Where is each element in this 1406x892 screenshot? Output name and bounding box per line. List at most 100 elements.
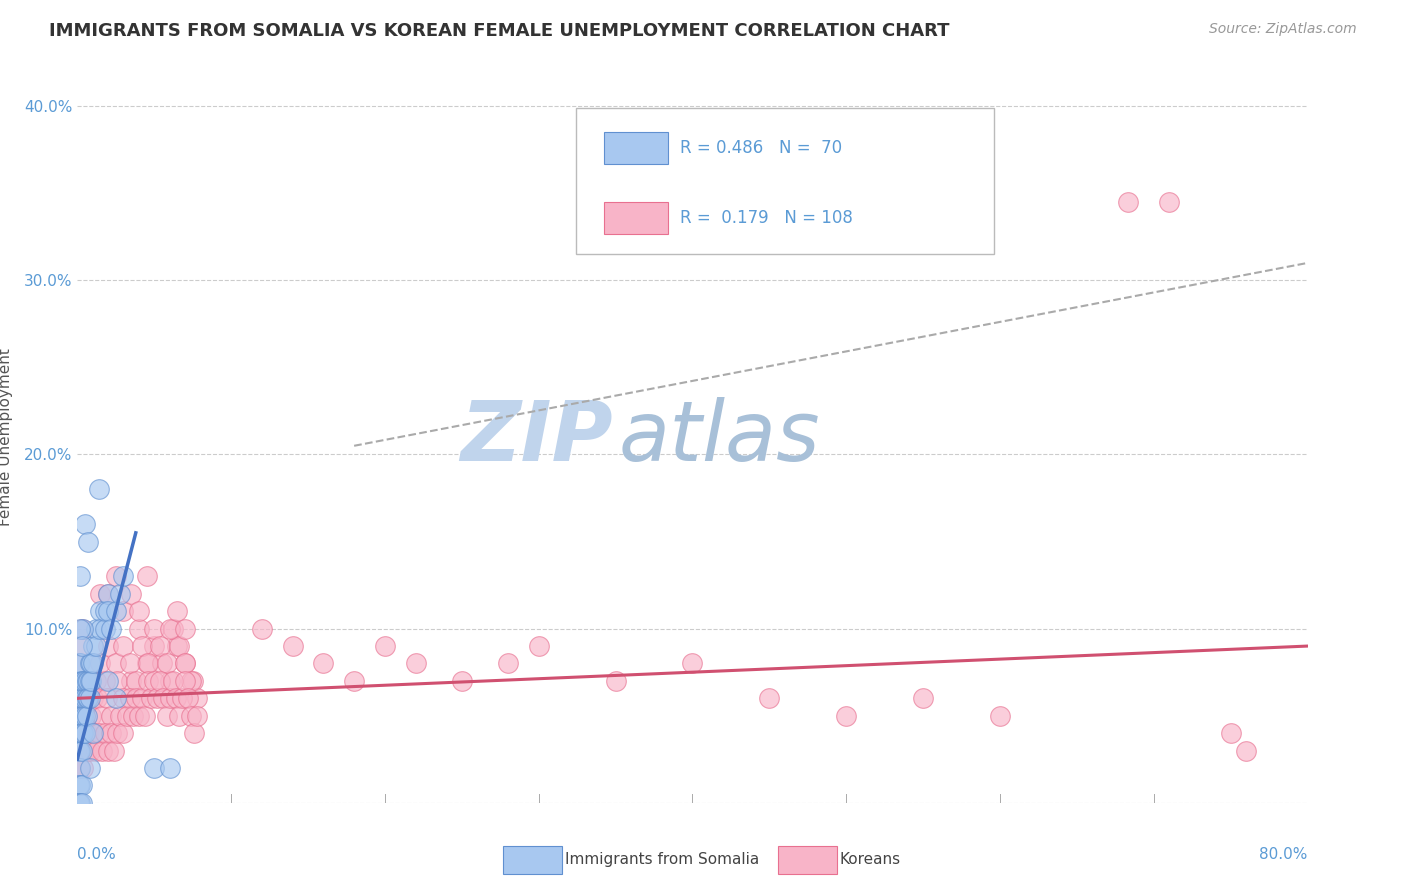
Point: [174, 673, 197, 688]
Point: [128, 604, 150, 618]
Point: [250, 622, 273, 636]
Text: 0.0%: 0.0%: [77, 847, 117, 862]
Point: [96, 691, 118, 706]
Point: [159, 761, 181, 775]
Point: [79, 673, 101, 688]
Point: [69, 673, 91, 688]
Point: [104, 657, 127, 671]
Point: [72, 673, 94, 688]
Point: [87, 726, 110, 740]
Point: [100, 726, 122, 740]
Point: [136, 673, 159, 688]
Point: [112, 691, 135, 706]
Point: [128, 708, 150, 723]
Point: [118, 691, 141, 706]
Point: [79, 657, 101, 671]
Point: [77, 534, 100, 549]
Point: [605, 673, 627, 688]
Point: [162, 673, 184, 688]
Point: [67, 708, 90, 723]
Point: [405, 657, 427, 671]
Text: Immigrants from Somalia: Immigrants from Somalia: [565, 853, 759, 867]
Point: [174, 657, 197, 671]
Point: [69, 796, 91, 810]
Point: [77, 691, 100, 706]
Point: [100, 622, 122, 636]
Text: Source: ZipAtlas.com: Source: ZipAtlas.com: [1209, 22, 1357, 37]
Point: [159, 622, 181, 636]
Point: [69, 761, 91, 775]
Point: [80, 673, 103, 688]
Point: [120, 587, 142, 601]
Point: [84, 639, 107, 653]
Point: [174, 622, 197, 636]
Point: [70, 778, 93, 792]
Point: [165, 691, 187, 706]
Point: [312, 657, 335, 671]
Point: [167, 708, 190, 723]
Point: [112, 726, 135, 740]
Point: [72, 622, 94, 636]
Text: 80.0%: 80.0%: [1260, 847, 1308, 862]
Point: [69, 743, 91, 757]
Point: [69, 726, 91, 740]
Point: [128, 622, 150, 636]
Point: [73, 708, 96, 723]
Point: [82, 726, 104, 740]
Point: [166, 639, 188, 653]
Point: [118, 657, 141, 671]
Text: ZIP: ZIP: [460, 397, 613, 477]
Point: [79, 743, 101, 757]
Point: [131, 639, 153, 653]
Point: [79, 691, 101, 706]
Point: [912, 691, 935, 706]
Point: [1219, 726, 1241, 740]
Point: [72, 708, 94, 723]
Y-axis label: Female Unemployment: Female Unemployment: [0, 348, 13, 526]
Point: [136, 657, 159, 671]
Point: [72, 761, 94, 775]
Point: [67, 778, 90, 792]
Point: [69, 691, 91, 706]
Point: [76, 691, 98, 706]
Point: [112, 639, 135, 653]
Point: [90, 743, 114, 757]
Point: [281, 639, 304, 653]
Point: [73, 743, 96, 757]
Point: [343, 673, 366, 688]
Point: [82, 657, 104, 671]
Point: [120, 673, 142, 688]
Point: [177, 691, 200, 706]
Point: [69, 639, 91, 653]
Point: [374, 639, 396, 653]
Point: [70, 691, 93, 706]
Point: [67, 708, 90, 723]
Point: [112, 604, 135, 618]
Point: [69, 761, 91, 775]
Point: [174, 657, 197, 671]
Point: [121, 708, 143, 723]
Point: [73, 673, 96, 688]
Point: [146, 691, 169, 706]
Point: [79, 673, 101, 688]
Point: [70, 673, 93, 688]
Point: [149, 639, 172, 653]
Point: [104, 604, 127, 618]
Point: [72, 726, 94, 740]
Point: [166, 604, 188, 618]
Point: [94, 673, 117, 688]
Point: [89, 657, 111, 671]
Point: [87, 483, 110, 497]
Point: [67, 743, 90, 757]
Text: R =  0.179   N = 108: R = 0.179 N = 108: [681, 209, 853, 227]
Point: [82, 691, 104, 706]
Point: [170, 691, 193, 706]
Point: [76, 743, 98, 757]
Point: [67, 657, 90, 671]
Point: [90, 708, 114, 723]
Point: [72, 691, 94, 706]
Point: [67, 726, 90, 740]
Point: [70, 743, 93, 757]
Point: [84, 743, 107, 757]
Point: [180, 673, 202, 688]
